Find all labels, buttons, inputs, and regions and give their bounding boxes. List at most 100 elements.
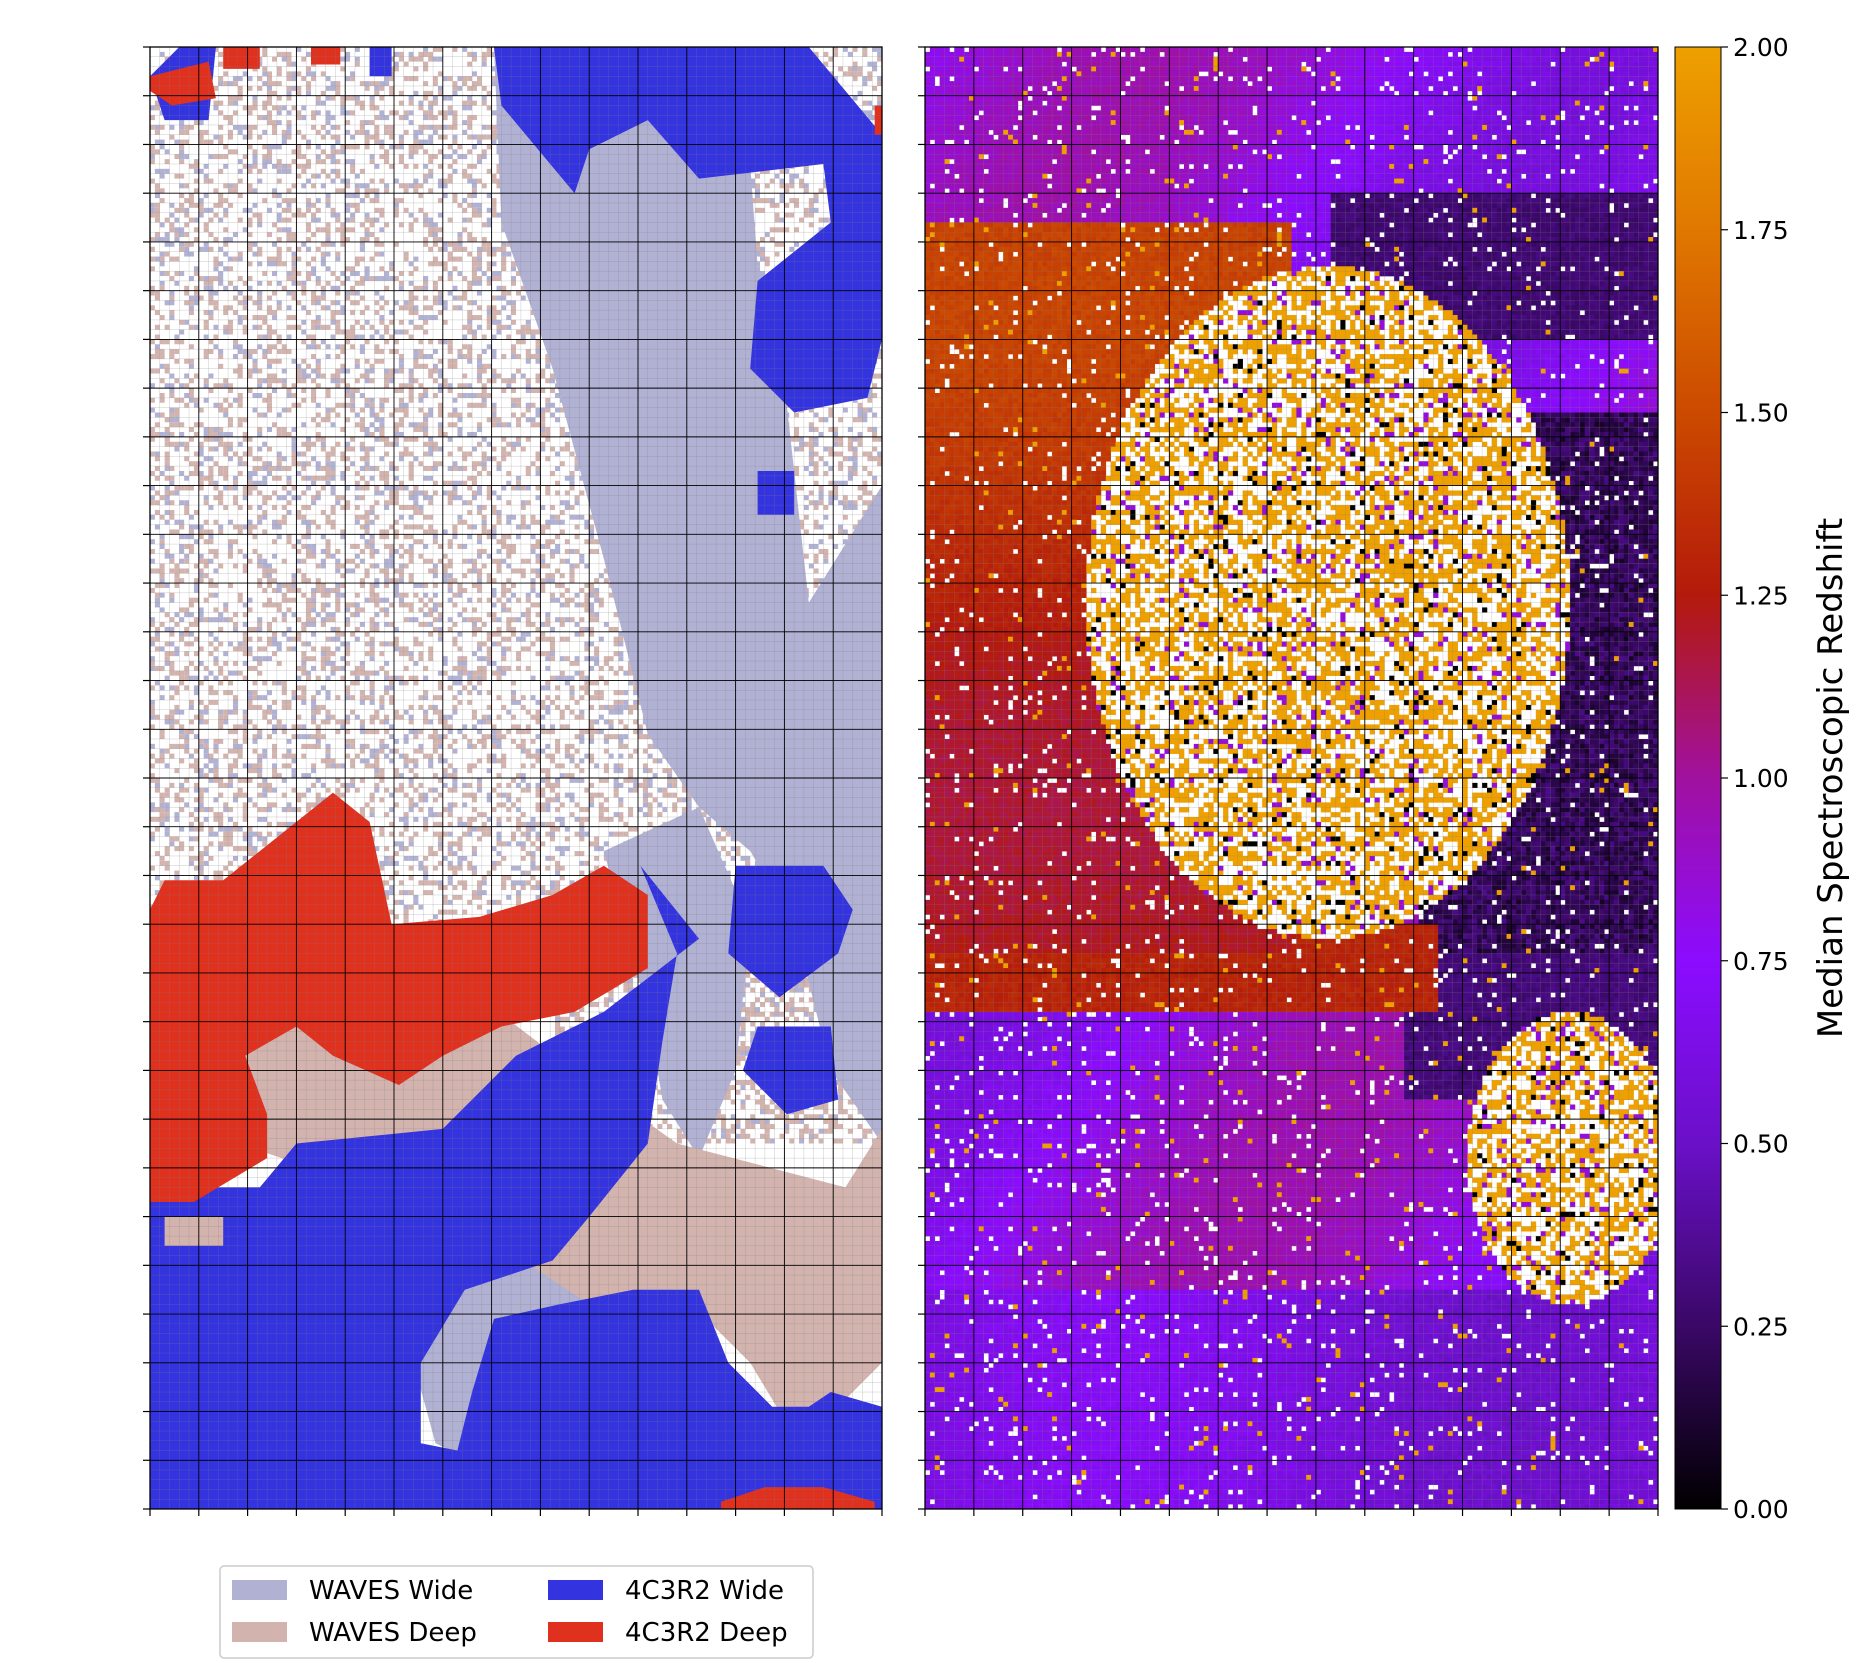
survey-cell: [179, 120, 184, 125]
survey-cell: [277, 120, 282, 125]
survey-cell: [404, 208, 409, 213]
survey-cell: [443, 96, 448, 101]
survey-cell: [809, 198, 814, 203]
survey-cell: [350, 169, 355, 174]
survey-cell: [267, 159, 272, 164]
survey-cell: [155, 188, 160, 193]
survey-cell: [267, 101, 272, 106]
survey-cell: [179, 130, 184, 135]
survey-cell: [272, 125, 277, 130]
survey-cell: [179, 174, 184, 179]
survey-cell: [360, 183, 365, 188]
survey-cell: [262, 71, 267, 76]
survey-cell: [755, 188, 760, 193]
survey-cell: [853, 47, 858, 52]
survey-cell: [467, 76, 472, 81]
survey-cell: [423, 218, 428, 223]
survey-cell: [170, 213, 175, 218]
survey-cell: [877, 57, 882, 62]
survey-cell: [809, 213, 814, 218]
survey-cell: [477, 208, 482, 213]
survey-cell: [326, 198, 331, 203]
survey-cell: [409, 96, 414, 101]
survey-cell: [223, 81, 228, 86]
survey-cell: [287, 52, 292, 57]
survey-cell: [482, 154, 487, 159]
survey-cell: [457, 86, 462, 91]
survey-cell: [350, 218, 355, 223]
survey-cell: [160, 198, 165, 203]
survey-cell: [428, 115, 433, 120]
survey-cell: [233, 183, 238, 188]
survey-cell: [257, 179, 262, 184]
survey-cell: [326, 203, 331, 208]
survey-cell: [448, 174, 453, 179]
survey-cell: [272, 105, 277, 110]
survey-cell: [477, 154, 482, 159]
survey-cell: [379, 213, 384, 218]
survey-cell: [199, 169, 204, 174]
survey-cell: [379, 154, 384, 159]
survey-cell: [199, 208, 204, 213]
survey-cell: [292, 62, 297, 67]
survey-cell: [462, 227, 467, 232]
survey-cell: [301, 183, 306, 188]
survey-cell: [257, 218, 262, 223]
survey-cell: [804, 213, 809, 218]
survey-cell: [414, 183, 419, 188]
survey-cell: [365, 140, 370, 145]
survey-cell: [174, 174, 179, 179]
survey-cell: [487, 193, 492, 198]
survey-cell: [877, 76, 882, 81]
survey-cell: [199, 135, 204, 140]
survey-cell: [374, 135, 379, 140]
survey-cell: [331, 154, 336, 159]
survey-cell: [428, 227, 433, 232]
survey-cell: [414, 164, 419, 169]
survey-cell: [389, 125, 394, 130]
survey-cell: [462, 76, 467, 81]
survey-cell: [414, 66, 419, 71]
survey-cell: [492, 140, 497, 145]
survey-cell: [296, 115, 301, 120]
survey-cell: [867, 101, 872, 106]
survey-cell: [438, 198, 443, 203]
survey-cell: [784, 227, 789, 232]
survey-cell: [155, 183, 160, 188]
survey-cell: [287, 164, 292, 169]
survey-cell: [277, 71, 282, 76]
survey-cell: [409, 154, 414, 159]
survey-cell: [428, 169, 433, 174]
survey-cell: [243, 154, 248, 159]
survey-cell: [155, 149, 160, 154]
survey-cell: [194, 227, 199, 232]
survey-cell: [316, 208, 321, 213]
survey-cell: [248, 169, 253, 174]
survey-cell: [365, 144, 370, 149]
survey-cell: [370, 159, 375, 164]
survey-cell: [384, 222, 389, 227]
survey-cell: [262, 101, 267, 106]
survey-cell: [428, 159, 433, 164]
survey-cell: [243, 208, 248, 213]
survey-cell: [209, 218, 214, 223]
survey-cell: [340, 57, 345, 62]
survey-cell: [448, 76, 453, 81]
survey-cell: [428, 101, 433, 106]
survey-cell: [374, 81, 379, 86]
survey-cell: [438, 213, 443, 218]
survey-cell: [326, 174, 331, 179]
survey-cell: [462, 105, 467, 110]
survey-cell: [165, 159, 170, 164]
survey-cell: [438, 91, 443, 96]
survey-cell: [160, 188, 165, 193]
survey-cell: [150, 125, 155, 130]
survey-cell: [272, 222, 277, 227]
survey-cell: [355, 130, 360, 135]
survey-cell: [789, 213, 794, 218]
survey-cell: [267, 208, 272, 213]
survey-cell: [379, 227, 384, 232]
survey-cell: [438, 183, 443, 188]
survey-cell: [233, 188, 238, 193]
survey-cell: [467, 86, 472, 91]
